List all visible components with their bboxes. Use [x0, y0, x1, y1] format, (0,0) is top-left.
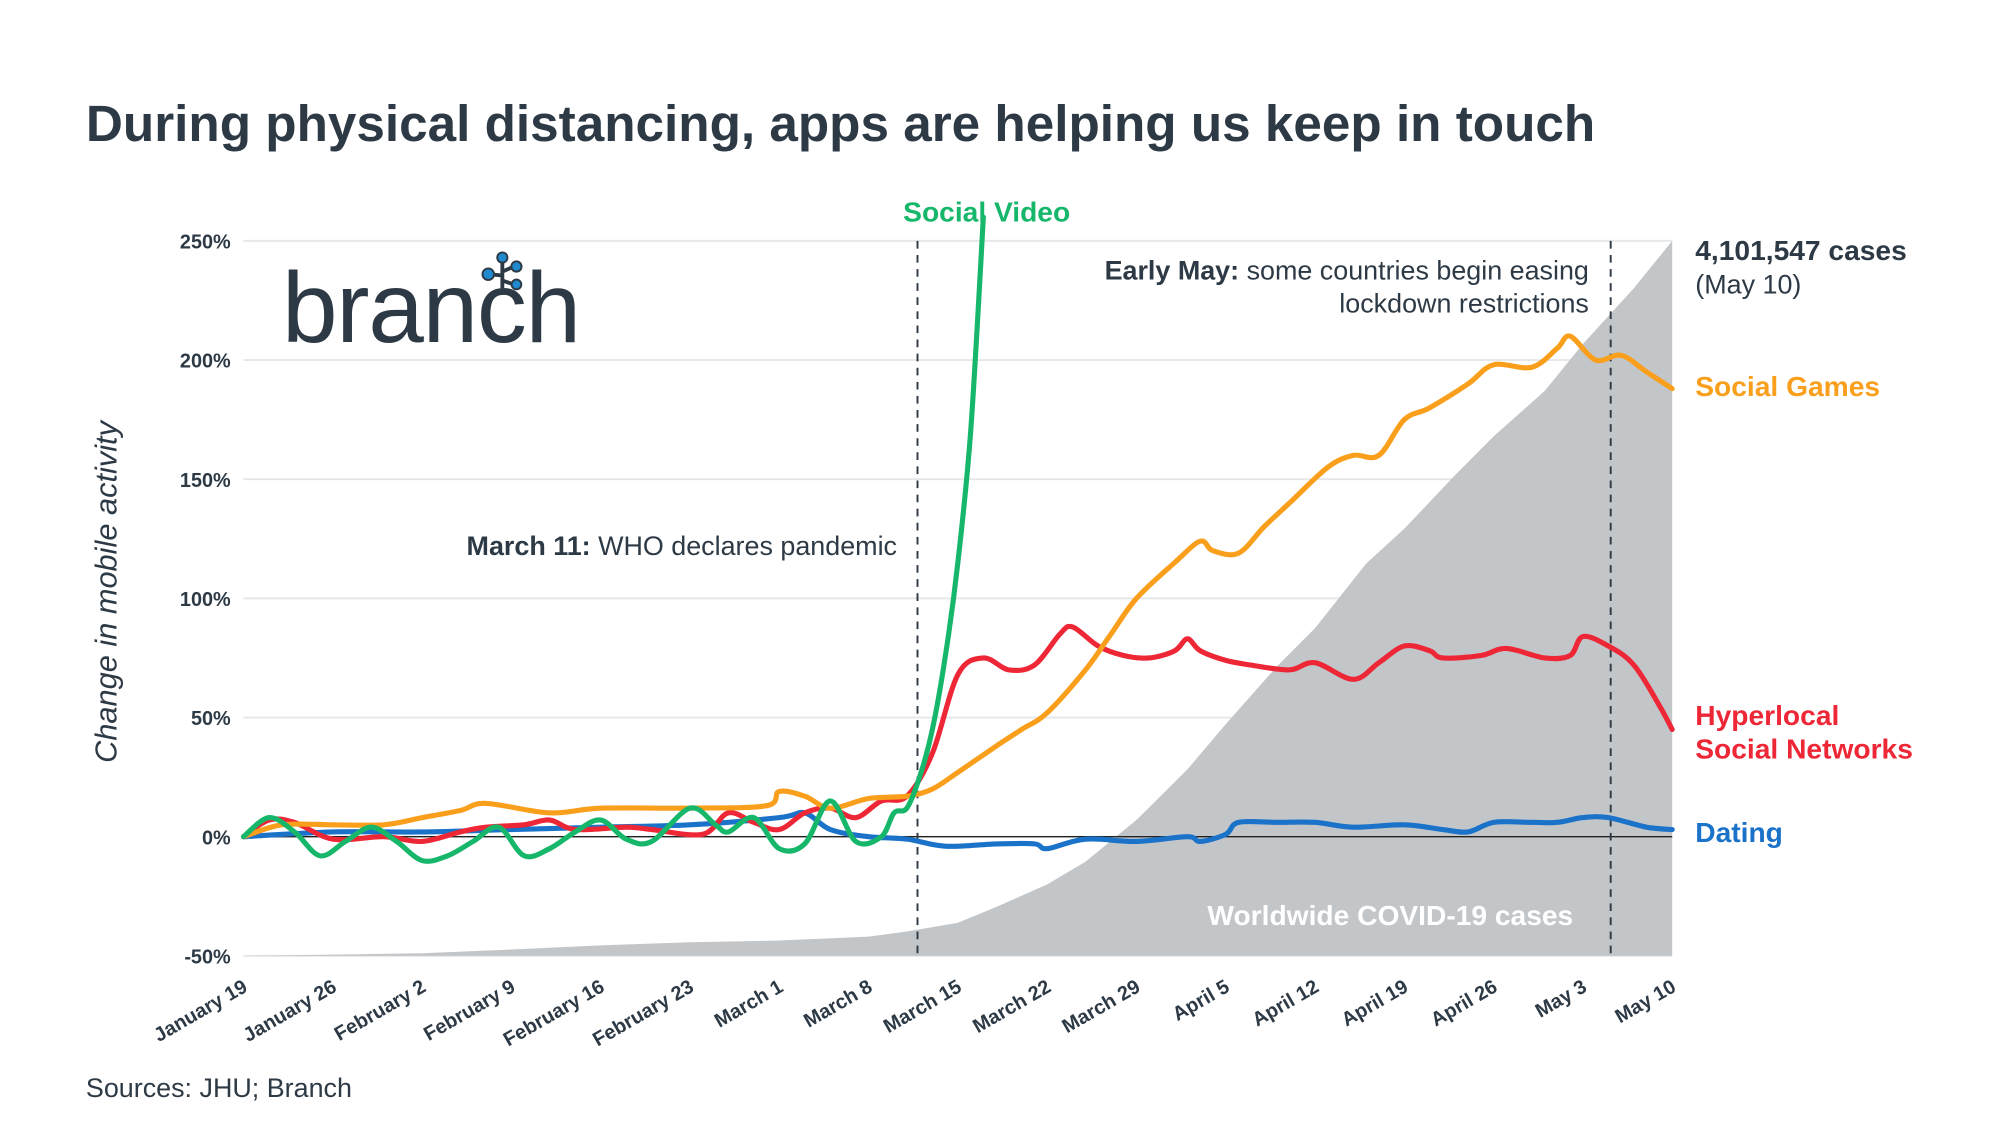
sources-note: Sources: JHU; Branch [86, 1073, 352, 1103]
cases-total: 4,101,547 cases [1695, 234, 1906, 266]
x-tick-label: February 2 [331, 976, 430, 1046]
cases-area-label: Worldwide COVID-19 cases [1207, 899, 1573, 931]
annotation-early-may: Early May: some countries begin easing [1105, 255, 1589, 285]
series-line-social-games [240, 333, 1675, 840]
logo-branch-icon [481, 251, 523, 291]
label-social-video: Social Video [903, 196, 1070, 228]
x-tick-label: February 23 [589, 976, 698, 1051]
y-axis-label: Change in mobile activity [89, 419, 124, 762]
event-lines [916, 240, 1612, 956]
x-tick-label: March 15 [880, 976, 966, 1038]
y-tick-label: 100% [180, 589, 231, 611]
y-tick-label: 50% [191, 708, 231, 730]
y-tick-label: 150% [180, 470, 231, 492]
label-social-networks: Social Networks [1695, 733, 1913, 765]
x-tick-label: March 8 [800, 976, 876, 1033]
cases-area [243, 240, 1673, 956]
x-tick-label: May 3 [1532, 976, 1591, 1023]
y-tick-label: 200% [180, 351, 231, 373]
x-tick-label: January 26 [240, 976, 341, 1047]
x-tick-label: March 22 [969, 976, 1055, 1038]
label-hyperlocal: Hyperlocal [1695, 699, 1839, 731]
x-tick-label: April 5 [1169, 976, 1234, 1026]
x-tick-label: February 16 [500, 976, 609, 1051]
x-tick-label: April 26 [1427, 976, 1501, 1031]
logo-wordmark: branch [282, 253, 580, 364]
label-social-games: Social Games [1695, 370, 1880, 402]
x-tick-label: January 19 [150, 976, 251, 1047]
cases-total-date: (May 10) [1695, 269, 1801, 299]
x-tick-label: April 19 [1338, 976, 1412, 1031]
branch-logo: branch [282, 251, 581, 364]
label-dating: Dating [1695, 816, 1783, 848]
x-tick-label: May 10 [1611, 976, 1679, 1028]
y-tick-label: -50% [184, 947, 231, 969]
x-tick-label: March 29 [1058, 976, 1144, 1038]
annotation-march-11: March 11: WHO declares pandemic [467, 531, 897, 561]
y-axis-ticks: -50% 0% 50% 100% 150% 200% 250% [180, 232, 231, 969]
series-line-hyperlocal-social-networks [240, 623, 1675, 845]
series-line-social-video [240, 214, 986, 864]
y-tick-label: 250% [180, 232, 231, 254]
x-tick-label: April 12 [1249, 976, 1323, 1031]
y-tick-label: 0% [202, 827, 231, 849]
annotation-early-may-line2: lockdown restrictions [1339, 289, 1589, 319]
series-lines [240, 214, 1675, 864]
chart-title: During physical distancing, apps are hel… [86, 95, 1595, 152]
x-tick-label: March 1 [711, 976, 787, 1033]
